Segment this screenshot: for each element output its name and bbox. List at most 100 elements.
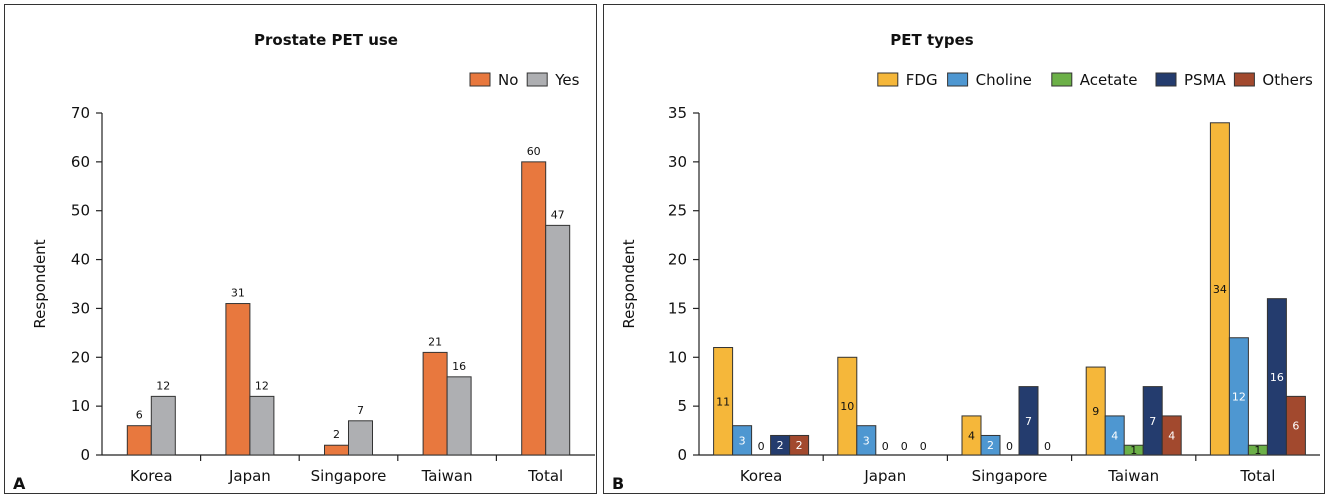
legend-item: PSMA — [1155, 71, 1227, 89]
y-tick-label: 0 — [80, 446, 90, 464]
data-label: 6 — [136, 409, 143, 422]
legend-label: No — [498, 71, 518, 89]
legend-swatch — [877, 72, 899, 87]
y-tick-label: 35 — [668, 104, 687, 122]
data-label: 60 — [527, 145, 541, 158]
legend-swatch — [469, 72, 491, 87]
data-label: 0 — [1044, 440, 1051, 453]
data-label: 7 — [1025, 415, 1032, 428]
legend-swatch — [1051, 72, 1073, 87]
x-tick-label: Singapore — [972, 467, 1048, 485]
data-label: 4 — [1168, 429, 1175, 442]
y-tick-label: 70 — [71, 104, 90, 122]
data-label: 2 — [333, 428, 340, 441]
data-label: 2 — [987, 439, 994, 452]
chart-panel-a: Prostate PET use Yes No 0 10 20 30 40 50 60 70 Resp… — [4, 4, 597, 494]
data-label: 3 — [863, 434, 870, 447]
legend-swatch — [1155, 72, 1177, 87]
data-label: 6 — [1292, 420, 1299, 433]
x-tick-label: Japan — [228, 467, 271, 485]
bar — [225, 303, 251, 456]
data-label: 3 — [739, 434, 746, 447]
legend-item: Yes — [526, 71, 580, 89]
bar — [1161, 415, 1182, 456]
legend-label: Others — [1262, 71, 1313, 89]
data-label: 2 — [796, 439, 803, 452]
chart-a-svg: Prostate PET use Yes No 0 10 20 30 40 50 60 70 Resp… — [13, 31, 595, 493]
bar — [837, 356, 858, 456]
data-label: 11 — [716, 395, 730, 408]
data-label: 9 — [1092, 405, 1099, 418]
data-label: 0 — [882, 440, 889, 453]
x-tick-label: Korea — [740, 467, 783, 485]
legend-item: Others — [1233, 71, 1313, 89]
bar — [1104, 415, 1125, 456]
y-tick-label: 25 — [668, 202, 687, 220]
chart-title: Prostate PET use — [254, 31, 398, 49]
legend-label: PSMA — [1184, 71, 1227, 89]
legend-item: Acetate — [1051, 71, 1138, 89]
y-tick-label: 30 — [71, 299, 90, 317]
data-label: 0 — [920, 440, 927, 453]
bar — [348, 420, 373, 456]
legend-item: FDG — [877, 71, 938, 89]
bar — [126, 425, 152, 456]
data-label: 1 — [1254, 444, 1261, 457]
bar — [521, 161, 547, 456]
legend-label: Acetate — [1080, 71, 1138, 89]
x-tick-label: Taiwan — [1107, 467, 1159, 485]
data-label: 4 — [1111, 429, 1118, 442]
bar — [1285, 395, 1306, 456]
data-label: 21 — [428, 335, 442, 348]
data-label: 12 — [156, 379, 170, 392]
bar — [789, 434, 810, 456]
legend-swatch — [1233, 72, 1255, 87]
data-label: 16 — [1270, 371, 1284, 384]
data-label: 12 — [255, 379, 269, 392]
y-axis-label: Respondent — [31, 239, 49, 328]
panel-letter: A — [13, 474, 26, 493]
panel-letter: B — [612, 474, 624, 493]
data-label: 4 — [968, 429, 975, 442]
x-tick-label: Japan — [863, 467, 906, 485]
bar — [1085, 366, 1106, 456]
data-label: 10 — [840, 400, 854, 413]
data-label: 16 — [452, 360, 466, 373]
y-tick-label: 20 — [71, 348, 90, 366]
legend-item: Choline — [947, 71, 1032, 89]
y-tick-label: 10 — [71, 397, 90, 415]
legend-swatch — [526, 72, 548, 87]
x-tick-label: Total — [527, 467, 563, 485]
bar — [324, 444, 349, 456]
bar — [980, 434, 1001, 456]
y-axis-label: Respondent — [620, 239, 638, 328]
x-tick-label: Total — [1239, 467, 1275, 485]
bar — [150, 395, 176, 456]
data-label: 0 — [1006, 440, 1013, 453]
bar — [249, 395, 275, 456]
x-tick-label: Korea — [130, 467, 173, 485]
y-tick-label: 20 — [668, 251, 687, 269]
y-tick-label: 0 — [677, 446, 687, 464]
chart-b-svg: PET typesOthersPSMAAcetateCholineFDG0510… — [612, 31, 1320, 493]
bar — [713, 347, 734, 456]
y-tick-label: 30 — [668, 153, 687, 171]
data-label: 0 — [758, 440, 765, 453]
legend-label: FDG — [906, 71, 938, 89]
data-label: 34 — [1213, 283, 1227, 296]
chart-title: PET types — [890, 31, 974, 49]
x-tick-label: Singapore — [311, 467, 387, 485]
bar — [422, 351, 448, 456]
x-tick-label: Taiwan — [421, 467, 473, 485]
y-tick-label: 50 — [71, 202, 90, 220]
legend-label: Yes — [554, 71, 579, 89]
bar — [1018, 386, 1039, 456]
bar — [1266, 298, 1287, 456]
y-tick-label: 40 — [71, 251, 90, 269]
data-label: 7 — [357, 404, 364, 417]
bar — [732, 425, 753, 456]
y-tick-label: 5 — [677, 397, 687, 415]
data-label: 12 — [1232, 390, 1246, 403]
bar — [446, 376, 472, 456]
y-tick-label: 60 — [71, 153, 90, 171]
